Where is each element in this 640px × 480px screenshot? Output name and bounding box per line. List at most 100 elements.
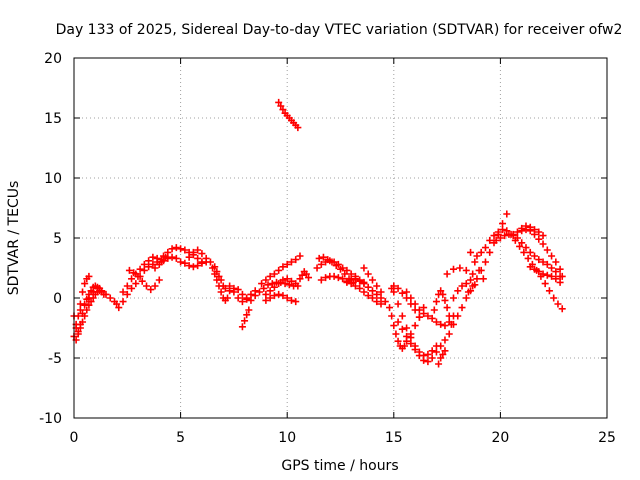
y-tick-label: 20	[44, 51, 62, 67]
series-arc-35	[449, 276, 475, 302]
data-point	[194, 254, 202, 262]
data-point	[279, 263, 287, 271]
data-point	[185, 262, 193, 270]
data-point	[113, 300, 121, 308]
data-point	[462, 294, 470, 302]
chart-title: Day 133 of 2025, Sidereal Day-to-day VTE…	[56, 22, 623, 38]
data-point	[398, 289, 406, 297]
data-point	[360, 280, 368, 288]
data-point	[347, 270, 355, 278]
data-point	[332, 262, 340, 270]
data-point	[266, 294, 274, 302]
data-point	[76, 320, 84, 328]
data-point	[518, 239, 526, 247]
data-point	[213, 268, 221, 276]
data-point	[411, 346, 419, 354]
data-point	[87, 298, 95, 306]
data-point	[432, 348, 440, 356]
data-point	[522, 222, 530, 230]
data-point	[221, 284, 229, 292]
data-point	[245, 306, 253, 314]
data-point	[437, 320, 445, 328]
data-point	[185, 253, 193, 261]
data-point	[552, 258, 560, 266]
data-point	[424, 350, 432, 358]
series-arc-14	[226, 284, 255, 304]
data-point	[394, 337, 402, 345]
series-arc-21	[296, 268, 313, 283]
data-point	[394, 318, 402, 326]
data-point	[153, 254, 161, 262]
data-point	[441, 347, 449, 355]
data-point	[432, 298, 440, 306]
data-point	[462, 280, 470, 288]
data-point	[296, 252, 304, 260]
data-point	[317, 260, 325, 268]
series-arc-1	[70, 272, 93, 340]
data-point	[164, 248, 172, 256]
data-point	[339, 275, 347, 283]
data-point	[513, 234, 521, 242]
data-point	[172, 254, 180, 262]
y-tick-label: 15	[44, 111, 62, 127]
data-point	[81, 280, 89, 288]
data-point	[503, 210, 511, 218]
data-point	[526, 263, 534, 271]
data-point	[398, 312, 406, 320]
series-arc-33	[435, 347, 449, 368]
data-point	[123, 282, 131, 290]
x-tick-label: 20	[491, 430, 509, 446]
series-arc-36	[443, 264, 477, 278]
series-arc-30	[394, 318, 449, 366]
data-point	[520, 248, 528, 256]
data-point	[545, 287, 553, 295]
data-point	[79, 288, 87, 296]
data-point	[81, 300, 89, 308]
data-point	[177, 245, 185, 253]
data-point	[449, 265, 457, 273]
data-point	[449, 294, 457, 302]
y-tick-label: 5	[53, 231, 62, 247]
x-tick-label: 5	[176, 430, 185, 446]
series-arc-6	[119, 253, 165, 296]
series-arc-11	[209, 264, 232, 304]
data-point	[543, 260, 551, 268]
series-arc-4	[76, 284, 121, 314]
data-point	[499, 226, 507, 234]
data-point	[328, 258, 336, 266]
data-point	[238, 290, 246, 298]
data-point	[420, 356, 428, 364]
data-point	[377, 300, 385, 308]
data-point	[403, 288, 411, 296]
data-point	[390, 322, 398, 330]
data-point	[477, 248, 485, 256]
data-point	[172, 244, 180, 252]
data-point	[556, 278, 564, 286]
data-point	[255, 288, 263, 296]
data-point	[337, 265, 344, 273]
series-arc-25	[343, 275, 389, 306]
data-point	[155, 260, 163, 268]
data-point	[364, 292, 372, 300]
data-point	[351, 282, 359, 290]
data-point	[142, 282, 150, 290]
data-point	[531, 252, 539, 260]
data-point	[368, 287, 376, 295]
data-point	[168, 253, 176, 261]
data-point	[202, 254, 210, 262]
data-point	[251, 292, 259, 300]
data-point	[543, 246, 551, 254]
data-point	[238, 298, 246, 306]
plot-frame	[73, 57, 608, 419]
data-point	[377, 288, 385, 296]
data-point	[275, 266, 283, 274]
series-arc-27	[386, 304, 428, 352]
series-arc-17	[262, 275, 300, 298]
data-point	[458, 304, 466, 312]
data-point	[432, 318, 440, 326]
data-point	[102, 290, 110, 298]
data-point	[531, 265, 539, 273]
y-tick-label: -5	[48, 351, 62, 367]
data-point	[243, 294, 251, 302]
data-point	[454, 312, 462, 320]
